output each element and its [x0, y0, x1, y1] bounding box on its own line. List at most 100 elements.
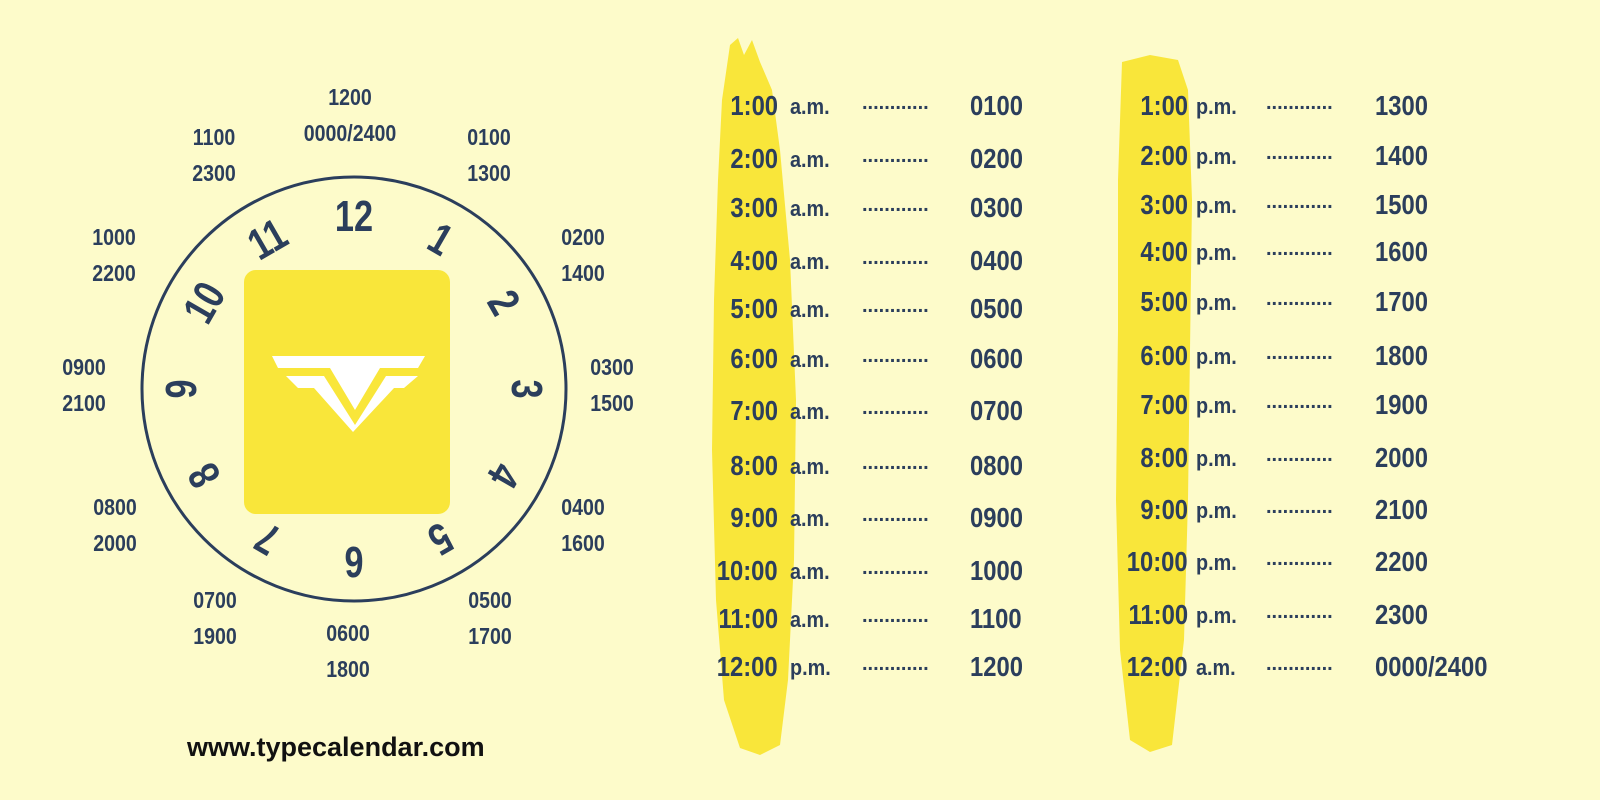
- dot-leader: ............: [862, 605, 929, 627]
- table-row: 5:00 a.m............. 0500: [0, 293, 1600, 327]
- dot-leader: ............: [862, 92, 929, 114]
- military-time: 1200: [970, 651, 1023, 682]
- military-time: 1400: [1375, 140, 1428, 171]
- table-row: 10:00 p.m............. 2200: [0, 546, 1600, 580]
- military-time-label: 2000: [93, 530, 137, 556]
- military-time: 2300: [1375, 599, 1428, 630]
- military-time: 0100: [970, 90, 1023, 121]
- dot-leader: ............: [1266, 238, 1333, 260]
- website-url: www.typecalendar.com: [187, 732, 485, 762]
- standard-time: 5:00: [730, 293, 778, 324]
- standard-time: 9:00: [730, 502, 778, 533]
- military-time-label: 1500: [590, 390, 634, 416]
- meridiem: a.m.: [790, 607, 830, 632]
- meridiem: p.m.: [1196, 550, 1237, 575]
- meridiem: a.m.: [790, 399, 830, 424]
- clock-outer-label: 1100 2300: [192, 119, 235, 191]
- military-time: 1500: [1375, 189, 1428, 220]
- table-row: 12:00 p.m............. 1200: [0, 651, 1600, 685]
- dot-leader: ............: [1266, 142, 1333, 164]
- dot-leader: ............: [862, 397, 929, 419]
- standard-time: 1:00: [730, 90, 778, 121]
- military-time-label: 0500: [468, 587, 512, 613]
- meridiem: a.m.: [790, 196, 830, 221]
- meridiem: a.m.: [790, 147, 830, 172]
- military-time-label: 1600: [561, 530, 605, 556]
- military-time: 2200: [1375, 546, 1428, 577]
- table-row: 7:00 p.m............. 1900: [0, 389, 1600, 423]
- military-time-label: 1900: [193, 623, 237, 649]
- table-row: 11:00 a.m............. 1100: [0, 603, 1600, 637]
- brush-stroke-left: [712, 38, 796, 755]
- table-row: 11:00 p.m............. 2300: [0, 599, 1600, 633]
- military-time-label: 0400: [561, 494, 605, 520]
- dot-leader: ............: [862, 295, 929, 317]
- meridiem: a.m.: [790, 297, 830, 322]
- table-row: 8:00 p.m............. 2000: [0, 442, 1600, 476]
- clock-outer-label: 0600 1800: [326, 615, 369, 687]
- military-time: 0800: [970, 450, 1023, 481]
- meridiem: p.m.: [1196, 144, 1237, 169]
- standard-time: 7:00: [730, 395, 778, 426]
- standard-time: 5:00: [1140, 286, 1188, 317]
- standard-time: 10:00: [717, 555, 778, 586]
- meridiem: p.m.: [1196, 603, 1237, 628]
- dot-leader: ............: [1266, 601, 1333, 623]
- dot-leader: ............: [1266, 548, 1333, 570]
- dot-leader: ............: [1266, 653, 1333, 675]
- table-row: 6:00 a.m............. 0600: [0, 343, 1600, 377]
- table-row: 9:00 p.m............. 2100: [0, 494, 1600, 528]
- standard-time: 3:00: [1140, 189, 1188, 220]
- military-time-label: 0900: [62, 354, 106, 380]
- table-row: 8:00 a.m............. 0800: [0, 450, 1600, 484]
- meridiem: p.m.: [1196, 344, 1237, 369]
- military-time-label: 0700: [193, 587, 237, 613]
- meridiem: p.m.: [1196, 193, 1237, 218]
- table-row: 1:00 a.m............. 0100: [0, 90, 1600, 124]
- meridiem: a.m.: [790, 94, 830, 119]
- military-time: 0200: [970, 143, 1023, 174]
- meridiem: p.m.: [1196, 498, 1237, 523]
- military-time-label: 1100: [192, 124, 236, 150]
- dot-leader: ............: [1266, 496, 1333, 518]
- clock-outer-label: 0900 2100: [62, 349, 105, 421]
- dot-leader: ............: [862, 345, 929, 367]
- meridiem: a.m.: [790, 249, 830, 274]
- meridiem: a.m.: [790, 506, 830, 531]
- military-time-label: 1000: [92, 224, 136, 250]
- military-time: 1300: [1375, 90, 1428, 121]
- military-time: 0600: [970, 343, 1023, 374]
- standard-time: 11:00: [1128, 599, 1188, 630]
- meridiem: a.m.: [790, 559, 830, 584]
- military-time: 2100: [1375, 494, 1428, 525]
- dot-leader: ............: [1266, 191, 1333, 213]
- military-time-label: 0200: [561, 224, 605, 250]
- table-row: 10:00 a.m............. 1000: [0, 555, 1600, 589]
- military-time: 1800: [1375, 340, 1428, 371]
- military-time-label: 2100: [62, 390, 106, 416]
- dot-leader: ............: [862, 145, 929, 167]
- military-time: 1100: [970, 603, 1022, 634]
- clock-face: [140, 175, 568, 603]
- table-row: 1:00 p.m............. 1300: [0, 90, 1600, 124]
- military-time: 0900: [970, 502, 1023, 533]
- clock-outer-label: 0300 1500: [590, 349, 633, 421]
- standard-time: 10:00: [1127, 546, 1188, 577]
- meridiem: p.m.: [1196, 446, 1237, 471]
- brush-stroke-right: [1116, 55, 1192, 752]
- dot-leader: ............: [862, 247, 929, 269]
- dot-leader: ............: [1266, 288, 1333, 310]
- clock-numeral: 12: [334, 192, 374, 241]
- table-row: 7:00 a.m............. 0700: [0, 395, 1600, 429]
- dot-leader: ............: [1266, 342, 1333, 364]
- table-row: 4:00 a.m............. 0400: [0, 245, 1600, 279]
- meridiem: p.m.: [1196, 393, 1237, 418]
- military-time-label: 2300: [192, 160, 236, 186]
- dot-leader: ............: [1266, 92, 1333, 114]
- clock-outer-label: 0700 1900: [193, 582, 236, 654]
- table-row: 2:00 a.m............. 0200: [0, 143, 1600, 177]
- clock-outer-label: 0500 1700: [468, 582, 511, 654]
- military-time: 1600: [1375, 236, 1428, 267]
- clock-outer-label: 0800 2000: [93, 489, 136, 561]
- standard-time: 9:00: [1140, 494, 1188, 525]
